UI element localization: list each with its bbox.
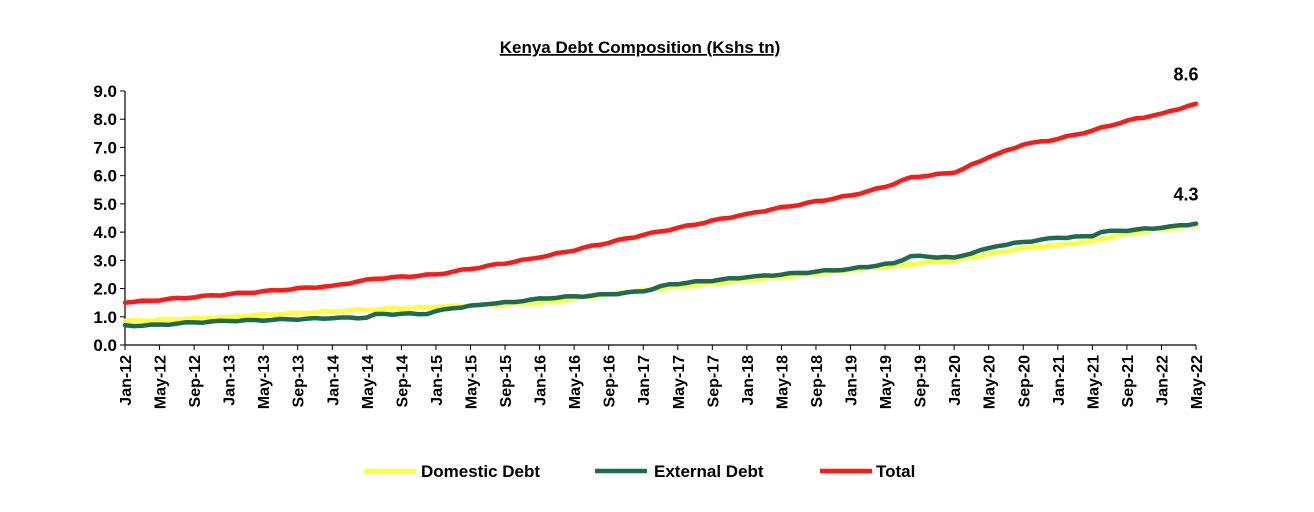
- legend-label-domestic-debt: Domestic Debt: [421, 462, 540, 481]
- chart-title: Kenya Debt Composition (Kshs tn): [500, 38, 781, 57]
- x-tick-label: Jan-21: [1051, 355, 1068, 406]
- x-tick-label: Sep-14: [394, 355, 411, 408]
- x-tick-label: Jan-13: [222, 355, 239, 406]
- x-tick-label: May-20: [982, 355, 999, 409]
- y-tick-label: 2.0: [93, 280, 117, 299]
- x-tick-label: Jan-20: [947, 355, 964, 406]
- x-tick-label: May-18: [774, 355, 791, 409]
- y-tick-label: 9.0: [93, 82, 117, 101]
- legend-label-total: Total: [876, 462, 915, 481]
- x-tick-label: Sep-21: [1120, 355, 1137, 408]
- x-tick-label: Jan-14: [325, 355, 342, 406]
- x-tick-label: May-19: [878, 355, 895, 409]
- y-tick-label: 0.0: [93, 336, 117, 355]
- x-tick-label: May-16: [567, 355, 584, 409]
- x-tick-label: May-15: [463, 355, 480, 409]
- x-tick-label: Sep-17: [705, 355, 722, 408]
- x-tick-label: May-12: [153, 355, 170, 409]
- y-tick-label: 1.0: [93, 308, 117, 327]
- x-tick-label: Sep-19: [913, 355, 930, 408]
- x-tick-label: Sep-15: [498, 355, 515, 408]
- x-tick-label: Sep-16: [602, 355, 619, 408]
- x-tick-label: Jan-16: [533, 355, 550, 406]
- x-axis: Jan-12 May-12 Sep-12 Jan-13 May-13 Sep-13 Jan-…: [118, 344, 1206, 409]
- x-tick-label: Jan-19: [844, 355, 861, 406]
- y-tick-label: 5.0: [93, 195, 117, 214]
- annotations: 8.6 4.3: [1173, 65, 1198, 205]
- y-tick-label: 4.0: [93, 223, 117, 242]
- x-tick-label: Sep-12: [187, 355, 204, 408]
- series-line-total: [122, 101, 1199, 305]
- x-tick-label: Jan-22: [1154, 355, 1171, 406]
- x-tick-label: Sep-20: [1016, 355, 1033, 408]
- data-label-end: 4.3: [1173, 185, 1198, 205]
- y-tick-label: 8.0: [93, 110, 117, 129]
- y-tick-label: 3.0: [93, 251, 117, 270]
- x-tick-label: Jan-18: [740, 355, 757, 406]
- x-tick-label: May-14: [360, 355, 377, 409]
- legend-label-external-debt: External Debt: [654, 462, 764, 481]
- y-axis: 0.0 1.0 2.0 3.0 4.0 5.0 6.0 7.0 8.0 9.0: [93, 82, 126, 355]
- y-tick-label: 6.0: [93, 167, 117, 186]
- x-tick-label: Jan-17: [636, 355, 653, 406]
- x-tick-label: May-21: [1085, 355, 1102, 409]
- x-tick-label: May-22: [1189, 355, 1206, 409]
- series-line-domestic-debt: [122, 222, 1199, 324]
- x-tick-label: Jan-15: [429, 355, 446, 406]
- x-tick-label: May-13: [256, 355, 273, 409]
- data-label-end: 8.6: [1173, 65, 1198, 85]
- series-lines: [122, 101, 1199, 329]
- x-tick-label: Sep-13: [291, 355, 308, 408]
- x-tick-label: May-17: [671, 355, 688, 409]
- x-tick-label: Sep-18: [809, 355, 826, 408]
- legend: Domestic Debt External Debt Total: [364, 462, 915, 481]
- y-tick-label: 7.0: [93, 138, 117, 157]
- series-line-external-debt: [122, 221, 1199, 329]
- x-tick-label: Jan-12: [118, 355, 135, 406]
